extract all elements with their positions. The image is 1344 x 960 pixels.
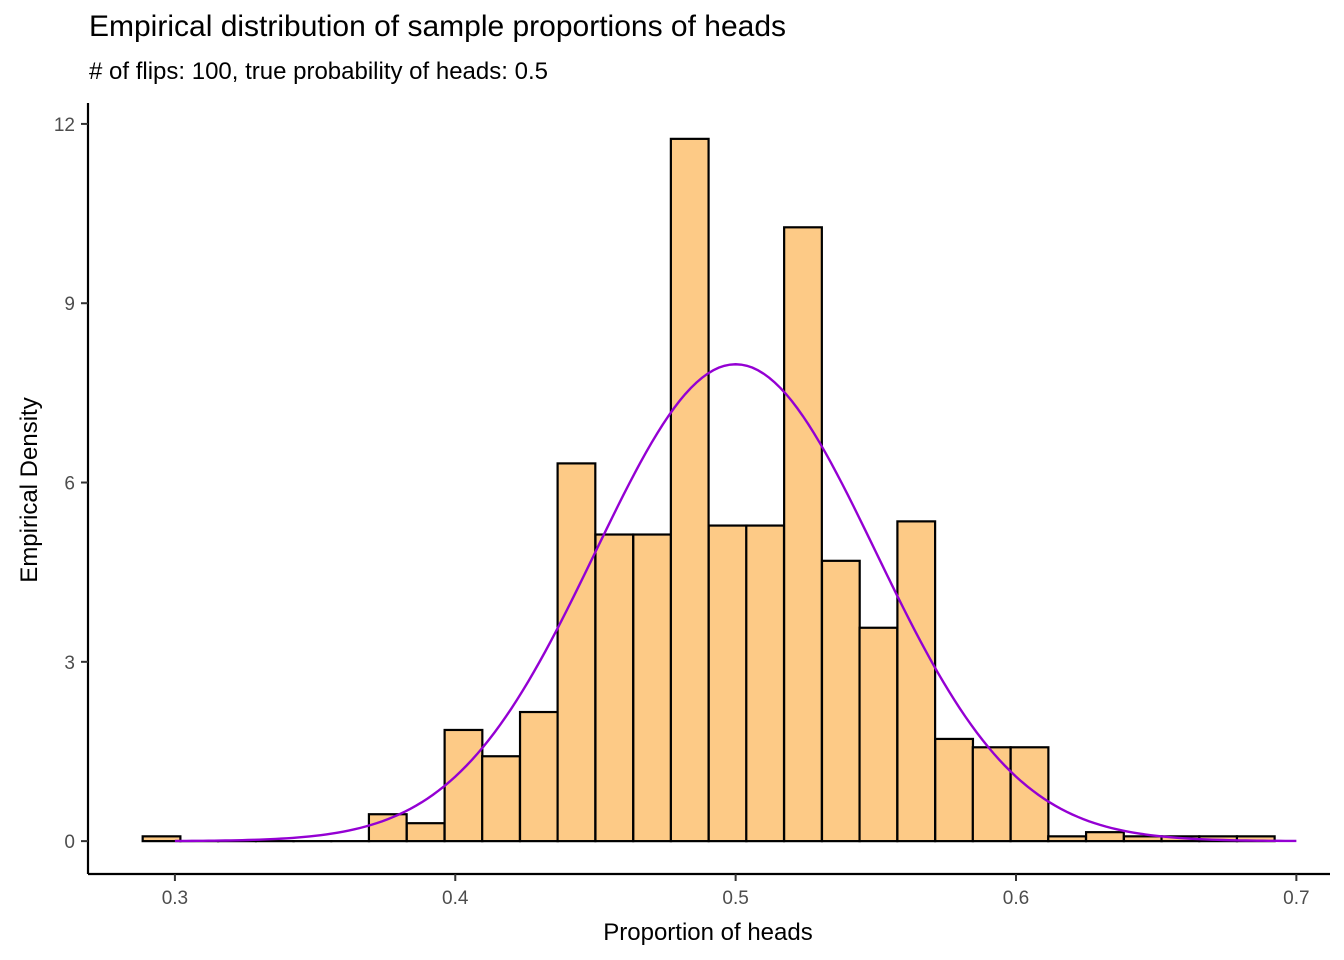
- histogram-bar: [518, 710, 559, 843]
- axes: [81, 103, 1330, 881]
- chart-title: Empirical distribution of sample proport…: [89, 10, 787, 43]
- histogram-bar: [669, 137, 710, 843]
- histogram-bar: [405, 822, 446, 843]
- histogram-bar: [141, 835, 182, 843]
- histogram-bar: [632, 533, 673, 843]
- histogram-bar: [858, 626, 899, 843]
- histogram-bar: [481, 755, 521, 843]
- normal-density-curve: [174, 363, 1297, 843]
- histogram-bar: [896, 520, 937, 843]
- histogram-bar: [594, 533, 635, 843]
- x-tick-label: 0.5: [722, 888, 748, 909]
- tick-labels: 0.3 0.4 0.5 0.6 0.7 0 3 6 9 12: [54, 115, 1310, 909]
- histogram-bar: [443, 728, 484, 843]
- histogram-bar: [1122, 835, 1163, 843]
- histogram-bar: [934, 737, 975, 843]
- x-tick-label: 0.3: [162, 888, 188, 909]
- histogram-bar: [556, 462, 597, 843]
- histogram-bar: [1047, 835, 1088, 843]
- density-curve-layer: [174, 363, 1297, 843]
- y-tick-label: 12: [54, 115, 75, 136]
- histogram-bar: [971, 746, 1012, 843]
- histogram-bar: [745, 524, 786, 843]
- y-tick-label: 3: [64, 653, 75, 674]
- histogram-bars: [141, 137, 1276, 843]
- y-tick-label: 9: [64, 294, 75, 315]
- chart-subtitle: # of flips: 100, true probability of hea…: [89, 58, 548, 85]
- histogram-bar: [1009, 746, 1050, 843]
- x-tick-label: 0.4: [442, 888, 469, 909]
- histogram-bar: [783, 226, 823, 843]
- x-axis-title: Proportion of heads: [603, 919, 812, 946]
- x-tick-label: 0.7: [1283, 888, 1309, 909]
- y-axis-title: Empirical Density: [16, 397, 43, 582]
- y-tick-label: 0: [64, 832, 75, 853]
- histogram-bar: [1084, 831, 1125, 843]
- histogram-bar: [707, 524, 748, 843]
- histogram-bar: [820, 559, 861, 843]
- y-tick-label: 6: [64, 474, 75, 495]
- x-tick-label: 0.6: [1003, 888, 1029, 909]
